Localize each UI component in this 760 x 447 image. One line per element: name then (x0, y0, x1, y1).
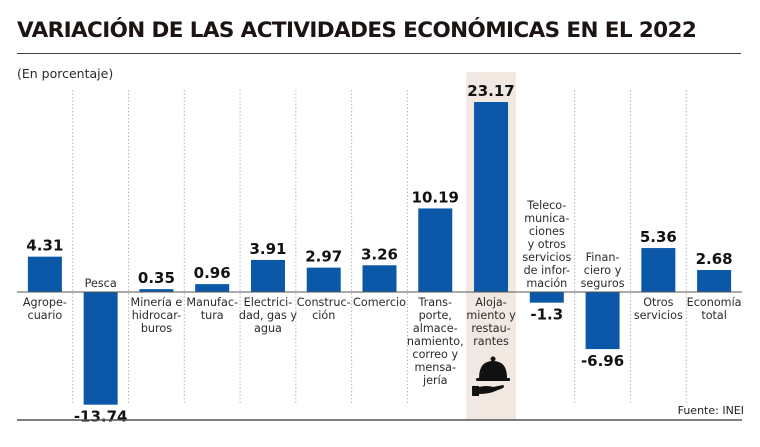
labels: 4.31 Agrope-cuario -13.74 Pesca 0.35 Minería … (23, 82, 742, 426)
bar (250, 259, 285, 292)
category-label-line: miento y (466, 309, 516, 322)
category-label: Comercio (353, 296, 406, 309)
bar (641, 248, 676, 292)
category-label-line: Otros (643, 296, 673, 309)
value-label: 2.97 (305, 248, 342, 266)
category-label-line: Aloja- (475, 296, 507, 309)
category-label-line: Trans- (417, 296, 452, 309)
category-label-line: munica- (524, 212, 569, 225)
category-label-line: servicios (522, 251, 571, 264)
category-label-line: mensa- (414, 361, 456, 374)
source-note: Fuente: INEI (677, 404, 744, 417)
category-label-line: Finan- (586, 251, 620, 264)
bar (27, 256, 62, 292)
category-label-line: jería (422, 374, 448, 387)
category-label-line: correo y (412, 348, 458, 361)
chart-title: VARIACIÓN DE LAS ACTIVIDADES ECONÓMICAS … (17, 18, 697, 43)
value-label: 4.31 (26, 237, 63, 255)
column-separators (72, 90, 687, 405)
category-label-line: y otros (528, 238, 567, 251)
bar (529, 292, 564, 303)
bar (697, 270, 732, 292)
category-label-line: rantes (473, 335, 509, 348)
category-label: Trans-porte, almace-namiento, correo y mens… (407, 296, 464, 387)
category-label: Aloja-miento y restau-rantes (466, 296, 516, 348)
category-label-line: cuario (28, 309, 63, 322)
value-label: -13.74 (74, 408, 128, 426)
category-label-line: Agrope- (23, 296, 67, 309)
category-label-line: total (701, 309, 727, 322)
category-label-line: seguros (581, 277, 625, 290)
category-label: Economía total (687, 296, 742, 322)
category-label-line: ciones (529, 225, 565, 238)
bar (306, 267, 341, 292)
category-label-line: agua (254, 322, 282, 335)
category-label-line: ción (312, 309, 335, 322)
category-label-line: Pesca (85, 277, 117, 290)
bar (362, 265, 397, 292)
bar (83, 292, 118, 405)
category-label: Minería e hidrocar-buros (131, 296, 183, 335)
category-label: Pesca (85, 277, 117, 290)
category-label: Finan-ciero y seguros (581, 251, 625, 290)
category-label-line: Teleco- (526, 199, 566, 212)
category-label-line: Manufac- (186, 296, 238, 309)
category-label-line: de infor- (524, 264, 570, 277)
title-divider (17, 53, 741, 54)
value-label: 3.91 (249, 240, 286, 258)
icon-layer (472, 356, 511, 396)
category-label-line: Comercio (353, 296, 406, 309)
category-label-line: Construc- (297, 296, 351, 309)
value-label: 23.17 (467, 82, 514, 100)
category-label-line: Economía (687, 296, 742, 309)
category-label-line: mación (526, 277, 567, 290)
value-label: 2.68 (696, 250, 733, 268)
category-label-line: porte, (419, 309, 452, 322)
category-label: Electrici-dad, gas y agua (239, 296, 298, 335)
bar (139, 289, 174, 292)
category-label-line: dad, gas y (239, 309, 298, 322)
bar (418, 208, 453, 292)
category-label-line: restau- (471, 322, 510, 335)
category-label: Manufac-tura (186, 296, 238, 322)
value-label: 3.26 (361, 245, 398, 263)
category-label: Otros servicios (634, 296, 683, 322)
chart-subtitle: (En porcentaje) (17, 66, 114, 81)
category-label-line: namiento, (407, 335, 464, 348)
value-label: 10.19 (412, 188, 459, 206)
bar (195, 284, 230, 292)
category-label-line: hidrocar- (132, 309, 181, 322)
category-label: Construc-ción (297, 296, 351, 322)
category-label-line: buros (141, 322, 172, 335)
category-label: Teleco-munica-ciones y otros servicios de i… (522, 199, 571, 290)
category-label-line: Electrici- (244, 296, 293, 309)
value-label: 0.96 (194, 264, 231, 282)
value-label: -6.96 (581, 352, 624, 370)
category-label: Agrope-cuario (23, 296, 67, 322)
value-label: 0.35 (138, 269, 175, 287)
category-label-line: servicios (634, 309, 683, 322)
category-label-line: ciero y (584, 264, 622, 277)
serving-cloche-icon (472, 356, 511, 396)
bar (474, 102, 509, 292)
value-label: 5.36 (640, 228, 677, 246)
value-label: -1.3 (530, 306, 563, 324)
category-label-line: Minería e (131, 296, 183, 309)
bar (585, 292, 620, 350)
category-label-line: almace- (413, 322, 458, 335)
bars (27, 102, 732, 405)
category-label-line: tura (201, 309, 224, 322)
